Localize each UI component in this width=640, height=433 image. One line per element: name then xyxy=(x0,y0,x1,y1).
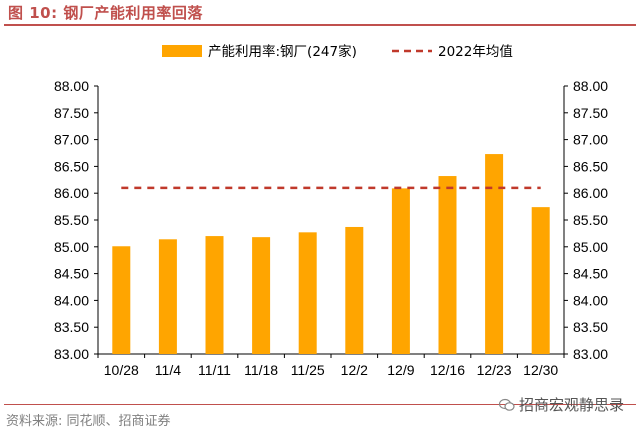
watermark: 招商宏观静思录 xyxy=(498,394,624,415)
x-tick-label: 11/4 xyxy=(155,362,181,378)
legend-label-line: 2022年均值 xyxy=(438,44,513,60)
y-tick-label-left: 86.50 xyxy=(54,158,89,174)
bar xyxy=(485,154,504,354)
title-divider xyxy=(4,24,636,26)
x-tick-label: 12/9 xyxy=(387,362,414,378)
x-tick-label: 11/18 xyxy=(244,362,278,378)
source-note: 资料来源: 同花顺、招商证券 xyxy=(6,414,171,429)
y-tick-label-right: 85.00 xyxy=(573,239,608,255)
legend: 产能利用率:钢厂(247家) 2022年均值 xyxy=(162,43,513,60)
y-tick-label-right: 87.00 xyxy=(573,132,608,148)
y-tick-label-right: 88.00 xyxy=(573,78,608,94)
y-tick-label-right: 83.50 xyxy=(573,319,608,335)
bar xyxy=(531,207,550,354)
x-tick-label: 12/16 xyxy=(430,362,465,378)
y-tick-label-left: 83.50 xyxy=(54,319,89,335)
bar xyxy=(391,188,410,354)
y-tick-label-left: 84.50 xyxy=(54,266,89,282)
x-tick-label: 12/23 xyxy=(477,362,512,378)
bar xyxy=(112,246,131,354)
y-tick-label-right: 85.50 xyxy=(573,212,608,228)
y-tick-label-left: 87.50 xyxy=(54,105,89,121)
y-tick-label-left: 83.00 xyxy=(54,346,89,362)
bar xyxy=(298,232,317,354)
x-tick-label: 11/25 xyxy=(291,362,325,378)
y-tick-label-left: 85.50 xyxy=(54,212,89,228)
bar xyxy=(158,239,177,354)
y-tick-label-right: 86.50 xyxy=(573,158,608,174)
y-tick-label-right: 83.00 xyxy=(573,346,608,362)
x-tick-label: 11/11 xyxy=(198,362,231,378)
figure-title: 图 10: 钢厂产能利用率回落 xyxy=(8,4,203,22)
footer-divider xyxy=(4,404,636,405)
axes: 83.00 83.00 83.50 83.50 84.00 84.00 84.50 84.50… xyxy=(54,78,608,378)
y-tick-label-left: 86.00 xyxy=(54,185,89,201)
bar xyxy=(438,176,457,354)
y-tick-label-right: 84.50 xyxy=(573,266,608,282)
bar xyxy=(252,237,271,354)
legend-swatch-bar xyxy=(162,45,202,57)
y-tick-label-right: 86.00 xyxy=(573,185,608,201)
y-tick-label-left: 88.00 xyxy=(54,78,89,94)
y-tick-label-right: 87.50 xyxy=(573,105,608,121)
wechat-icon xyxy=(498,398,515,411)
bar xyxy=(205,236,224,354)
x-tick-label: 12/30 xyxy=(523,362,558,378)
y-tick-label-left: 84.00 xyxy=(54,292,89,308)
bar xyxy=(345,226,364,354)
watermark-text: 招商宏观静思录 xyxy=(518,396,624,414)
legend-label-bar: 产能利用率:钢厂(247家) xyxy=(208,43,357,60)
y-tick-label-right: 84.00 xyxy=(573,292,608,308)
x-tick-label: 12/2 xyxy=(341,362,368,378)
bars xyxy=(112,154,550,354)
y-tick-label-left: 87.00 xyxy=(54,132,89,148)
x-tick-label: 10/28 xyxy=(104,362,139,378)
y-tick-label-left: 85.00 xyxy=(54,239,89,255)
